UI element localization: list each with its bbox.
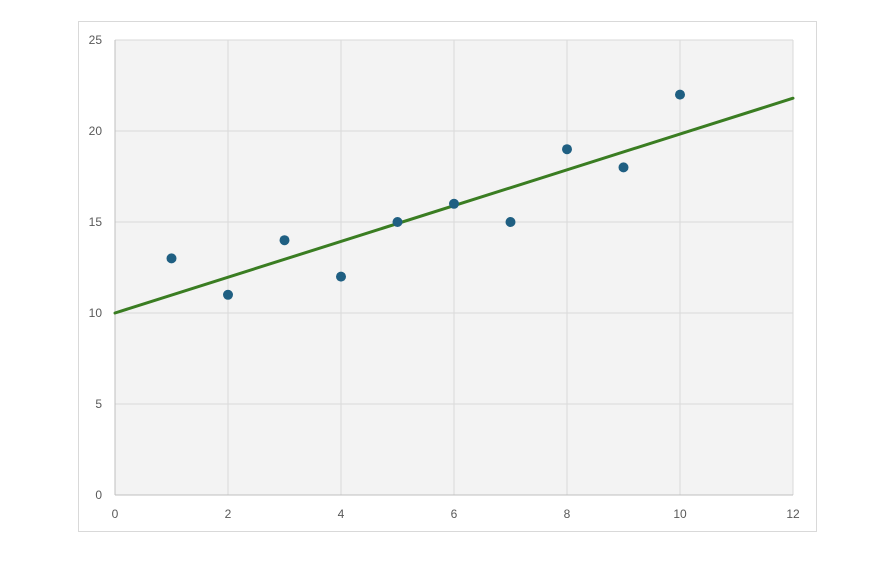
x-tick-label: 0 <box>112 507 119 521</box>
y-tick-label: 20 <box>89 124 103 138</box>
y-tick-label: 15 <box>89 215 103 229</box>
x-tick-label: 2 <box>225 507 232 521</box>
data-point <box>223 289 233 300</box>
x-tick-label: 10 <box>673 507 687 521</box>
x-tick-label: 4 <box>338 507 345 521</box>
data-point <box>449 198 459 209</box>
tick-labels: 0 2 4 6 8 10 12 0 5 10 15 20 25 <box>89 33 800 521</box>
y-tick-label: 10 <box>89 306 103 320</box>
data-point <box>618 162 629 173</box>
data-point <box>505 217 516 227</box>
y-tick-label: 25 <box>89 33 103 47</box>
data-point <box>675 89 685 100</box>
y-tick-label: 0 <box>95 488 102 502</box>
data-point <box>562 144 572 155</box>
data-points <box>166 89 685 300</box>
axes <box>114 40 793 496</box>
y-tick-label: 5 <box>95 397 102 411</box>
gridlines <box>115 39 794 495</box>
x-tick-label: 8 <box>564 507 571 521</box>
data-point <box>279 235 290 246</box>
data-point <box>336 271 346 282</box>
data-point <box>392 217 403 227</box>
x-tick-label: 6 <box>451 507 458 521</box>
data-point <box>166 253 177 264</box>
x-tick-label: 12 <box>786 507 800 521</box>
